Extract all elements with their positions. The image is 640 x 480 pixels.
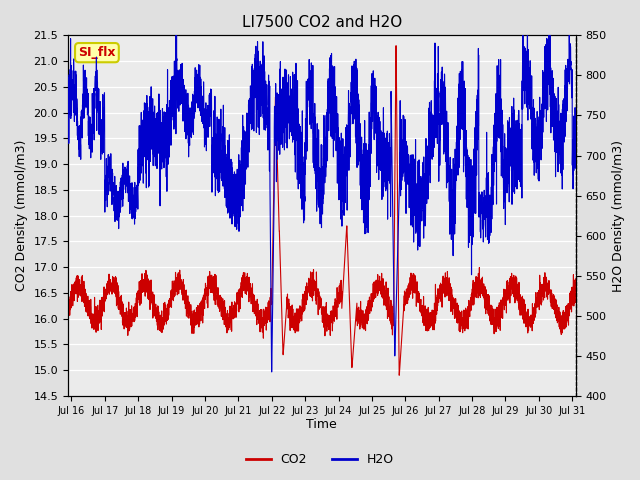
Title: LI7500 CO2 and H2O: LI7500 CO2 and H2O (242, 15, 402, 30)
Legend: CO2, H2O: CO2, H2O (241, 448, 399, 471)
X-axis label: Time: Time (307, 419, 337, 432)
Text: SI_flx: SI_flx (78, 46, 116, 59)
Y-axis label: CO2 Density (mmol/m3): CO2 Density (mmol/m3) (15, 140, 28, 291)
Y-axis label: H2O Density (mmol/m3): H2O Density (mmol/m3) (612, 140, 625, 292)
